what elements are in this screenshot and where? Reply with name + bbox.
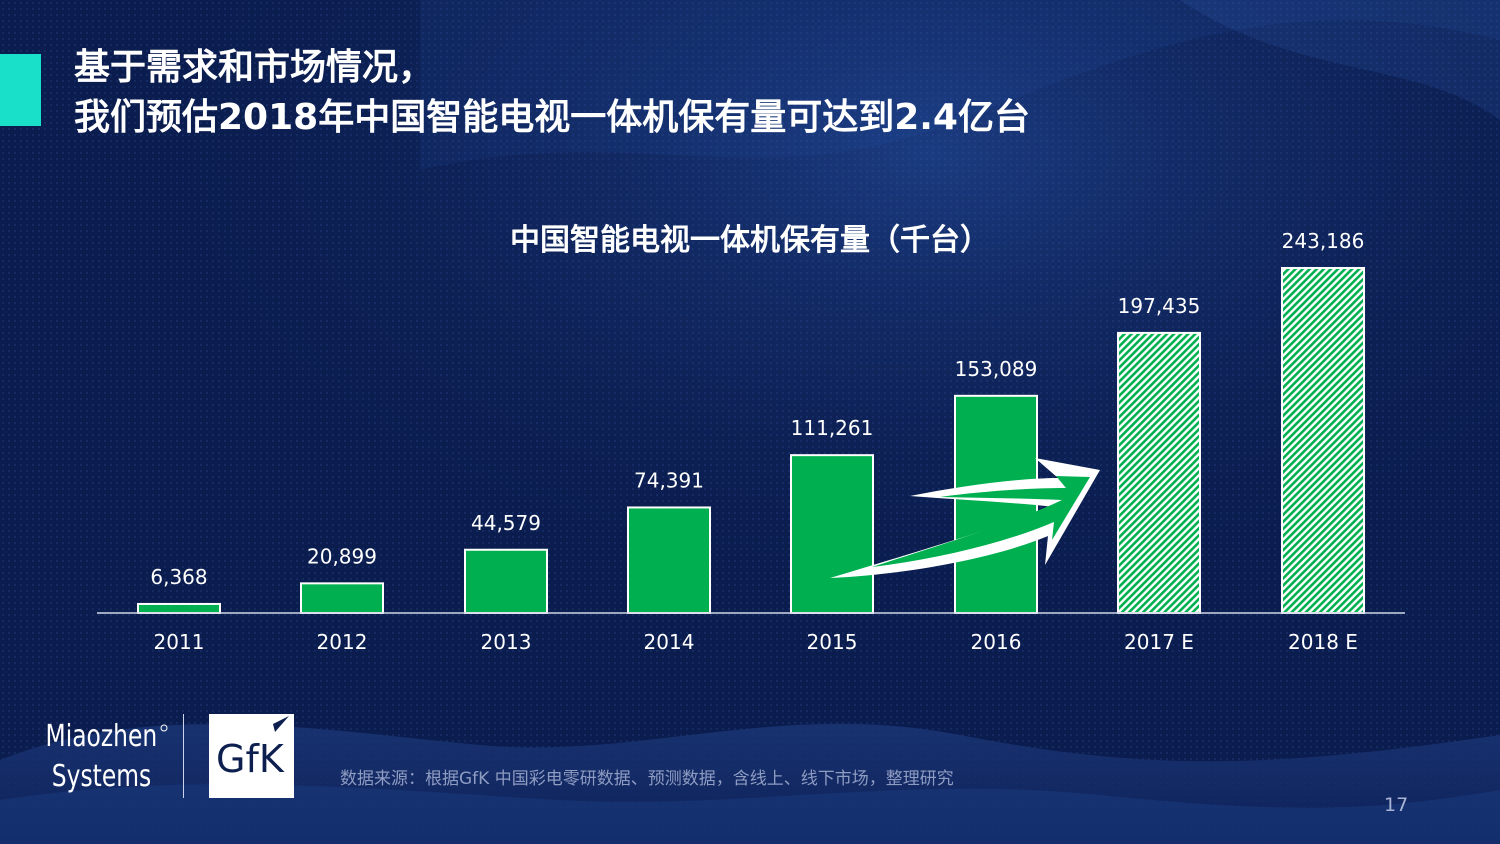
data-source-note: 数据来源：根据GfK 中国彩电零研数据、预测数据，含线上、线下市场，整理研究 [340, 769, 954, 789]
bar-2014 [627, 506, 711, 614]
page-title-line-1: 基于需求和市场情况， [74, 47, 435, 88]
bar-2013 [464, 548, 548, 615]
svg-text:Systems: Systems [52, 759, 151, 794]
x-tick-label: 2011 [154, 630, 205, 654]
bar-2017-e [1117, 331, 1201, 614]
x-tick-label: 2018 E [1288, 630, 1358, 654]
x-tick-label: 2013 [481, 630, 532, 654]
chart-title: 中国智能电视一体机保有量（千台） [510, 223, 990, 258]
growth-arrow-inner [872, 476, 1090, 567]
x-tick-label: 2015 [807, 630, 858, 654]
bar-2015 [790, 454, 874, 615]
data-label: 44,579 [471, 511, 541, 535]
data-labels: 6,368 20,899 44,579 74,391 111,261 153,089 197… [150, 229, 1364, 589]
x-tick-label: 2016 [971, 630, 1022, 654]
svg-text:Miaozhen: Miaozhen [46, 719, 158, 754]
data-label: 20,899 [307, 544, 377, 568]
x-tick-label: 2017 E [1124, 630, 1194, 654]
page-number: 17 [1384, 794, 1409, 816]
data-label: 111,261 [791, 416, 874, 440]
page-title-line-2: 我们预估2018年中国智能电视一体机保有量可达到2.4亿台 [74, 97, 1030, 138]
x-tick-label: 2014 [644, 630, 695, 654]
bar-2011 [137, 602, 221, 615]
x-axis-tick-labels: 2011 2012 2013 2014 2015 2016 2017 E 2018 E [154, 630, 1358, 654]
bar-2016 [954, 394, 1038, 614]
bar-group [137, 267, 1365, 615]
data-label: 153,089 [955, 357, 1038, 381]
gfk-logo: GfK [209, 714, 294, 798]
data-label: 243,186 [1282, 229, 1365, 253]
x-tick-label: 2012 [317, 630, 368, 654]
logo-divider [183, 714, 184, 798]
bar-2012 [300, 582, 384, 614]
data-label: 197,435 [1118, 294, 1201, 318]
data-label: 6,368 [150, 565, 207, 589]
data-label: 74,391 [634, 468, 704, 492]
title-accent-block [0, 54, 41, 126]
growth-arrow-icon [830, 458, 1100, 578]
svg-text:GfK: GfK [216, 737, 285, 781]
miaozhen-logo: Miaozhen Systems [46, 719, 168, 794]
bar-2018-e [1281, 267, 1365, 614]
